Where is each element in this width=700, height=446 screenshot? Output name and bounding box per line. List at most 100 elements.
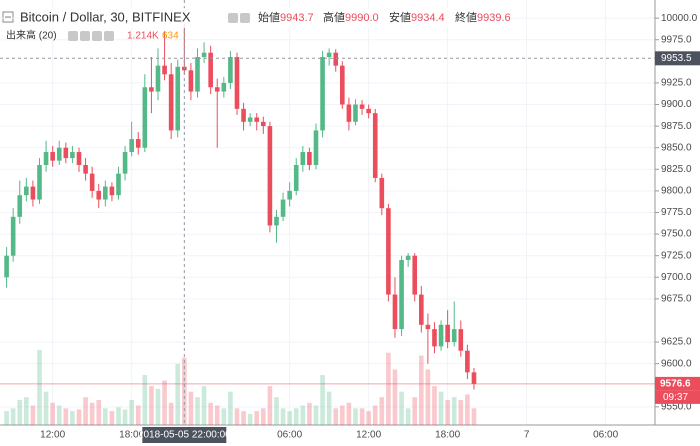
volume-bar: [465, 394, 470, 425]
candle-body: [254, 117, 260, 122]
volume-bar: [4, 411, 9, 425]
volume-bar: [228, 391, 233, 425]
candle-body: [155, 65, 161, 92]
volume-bar: [96, 400, 102, 425]
candle-body: [471, 372, 477, 384]
volume-bar: [412, 397, 418, 425]
candle-body: [109, 186, 115, 196]
volume-bar: [346, 402, 352, 425]
volume-bar: [168, 402, 174, 425]
candle-body: [116, 173, 121, 196]
y-tick-label: 9675.0: [661, 294, 692, 305]
candle-body: [425, 324, 431, 330]
volume-bar: [386, 352, 391, 425]
y-tick-label: 9550.0: [661, 402, 692, 413]
candle-body: [50, 152, 55, 161]
candle-body: [412, 255, 418, 295]
candle-body: [274, 216, 279, 226]
y-tick-label: 9925.0: [661, 78, 692, 89]
candle-body: [96, 190, 102, 200]
collapse-icon[interactable]: [2, 11, 14, 23]
candle-body: [214, 87, 220, 92]
ohlc-label: 終値: [455, 10, 477, 24]
candle-body: [326, 52, 332, 58]
volume-bar: [208, 402, 213, 425]
volume-bar: [359, 408, 365, 425]
candle-body: [142, 87, 148, 148]
volume-bar: [50, 402, 55, 425]
volume-bar: [419, 355, 424, 425]
legend-bg: [18, 8, 498, 28]
candle-body: [162, 65, 167, 75]
candle-body: [340, 65, 345, 105]
volume-legend-value: 1.214K: [127, 31, 159, 42]
candle-body: [175, 66, 181, 131]
y-tick-label: 9800.0: [661, 186, 692, 197]
symbol-title: Bitcoin / Dollar, 30, BITFINEX: [20, 9, 191, 24]
legend-icon[interactable]: [240, 13, 250, 23]
candle-body: [445, 324, 450, 343]
legend-icon[interactable]: [68, 31, 78, 41]
volume-bar: [76, 409, 82, 425]
volume-bar: [188, 391, 194, 425]
candle-body: [280, 199, 286, 217]
volume-bar: [425, 369, 431, 425]
candle-body: [129, 139, 134, 153]
volume-legend-label: 出来高 (20): [6, 29, 57, 42]
y-tick-label: 9850.0: [661, 142, 692, 153]
candle-body: [287, 190, 292, 200]
candle-body: [83, 164, 88, 174]
volume-bar: [372, 405, 378, 425]
candle-body: [465, 350, 470, 373]
x-tick-label: 18:00: [435, 430, 460, 441]
volume-bar: [56, 405, 62, 425]
candle-body: [149, 87, 154, 92]
y-tick-label: 9775.0: [661, 207, 692, 218]
candle-body: [320, 57, 325, 131]
candle-body: [70, 152, 75, 159]
volume-bar: [162, 380, 167, 425]
candle-body: [43, 152, 49, 165]
volume-bar: [247, 413, 253, 425]
last-price-box: [655, 376, 700, 391]
candle-body: [432, 329, 437, 347]
volume-bar: [83, 397, 88, 425]
volume-bar: [241, 411, 246, 425]
volume-bar: [445, 400, 450, 425]
volume-bar: [43, 391, 49, 425]
volume-bar: [274, 397, 279, 425]
volume-bar: [221, 408, 227, 425]
volume-bar: [405, 408, 411, 425]
volume-bar: [326, 391, 332, 425]
crosshair-y-label: 9953.5: [661, 53, 692, 64]
y-tick-label: 10000.0: [661, 13, 698, 24]
x-tick-label: 7: [524, 430, 530, 441]
volume-bar: [63, 408, 69, 425]
y-tick-label: 9900.0: [661, 99, 692, 110]
candle-body: [228, 57, 233, 83]
volume-bar: [17, 400, 23, 425]
legend-icon[interactable]: [104, 31, 114, 41]
legend-icon[interactable]: [228, 13, 238, 23]
ohlc-value: 9990.0: [345, 12, 379, 24]
volume-bar: [195, 397, 200, 425]
volume-bar: [254, 411, 260, 425]
candle-body: [10, 216, 16, 256]
x-tick-label: 06:00: [593, 430, 618, 441]
candle-body: [103, 186, 108, 200]
volume-bar: [234, 408, 240, 425]
candle-body: [208, 52, 213, 88]
y-tick-label: 9750.0: [661, 229, 692, 240]
volume-bar: [353, 408, 358, 425]
volume-bar: [287, 411, 292, 425]
countdown-box: [655, 390, 700, 404]
candle-body: [221, 82, 227, 92]
volume-bar: [10, 408, 16, 425]
ohlc-label: 安値: [389, 10, 411, 24]
candle-body: [386, 208, 391, 295]
legend-icon[interactable]: [80, 31, 90, 41]
legend-icon[interactable]: [92, 31, 102, 41]
volume-bar: [392, 369, 398, 425]
candle-body: [30, 186, 36, 200]
